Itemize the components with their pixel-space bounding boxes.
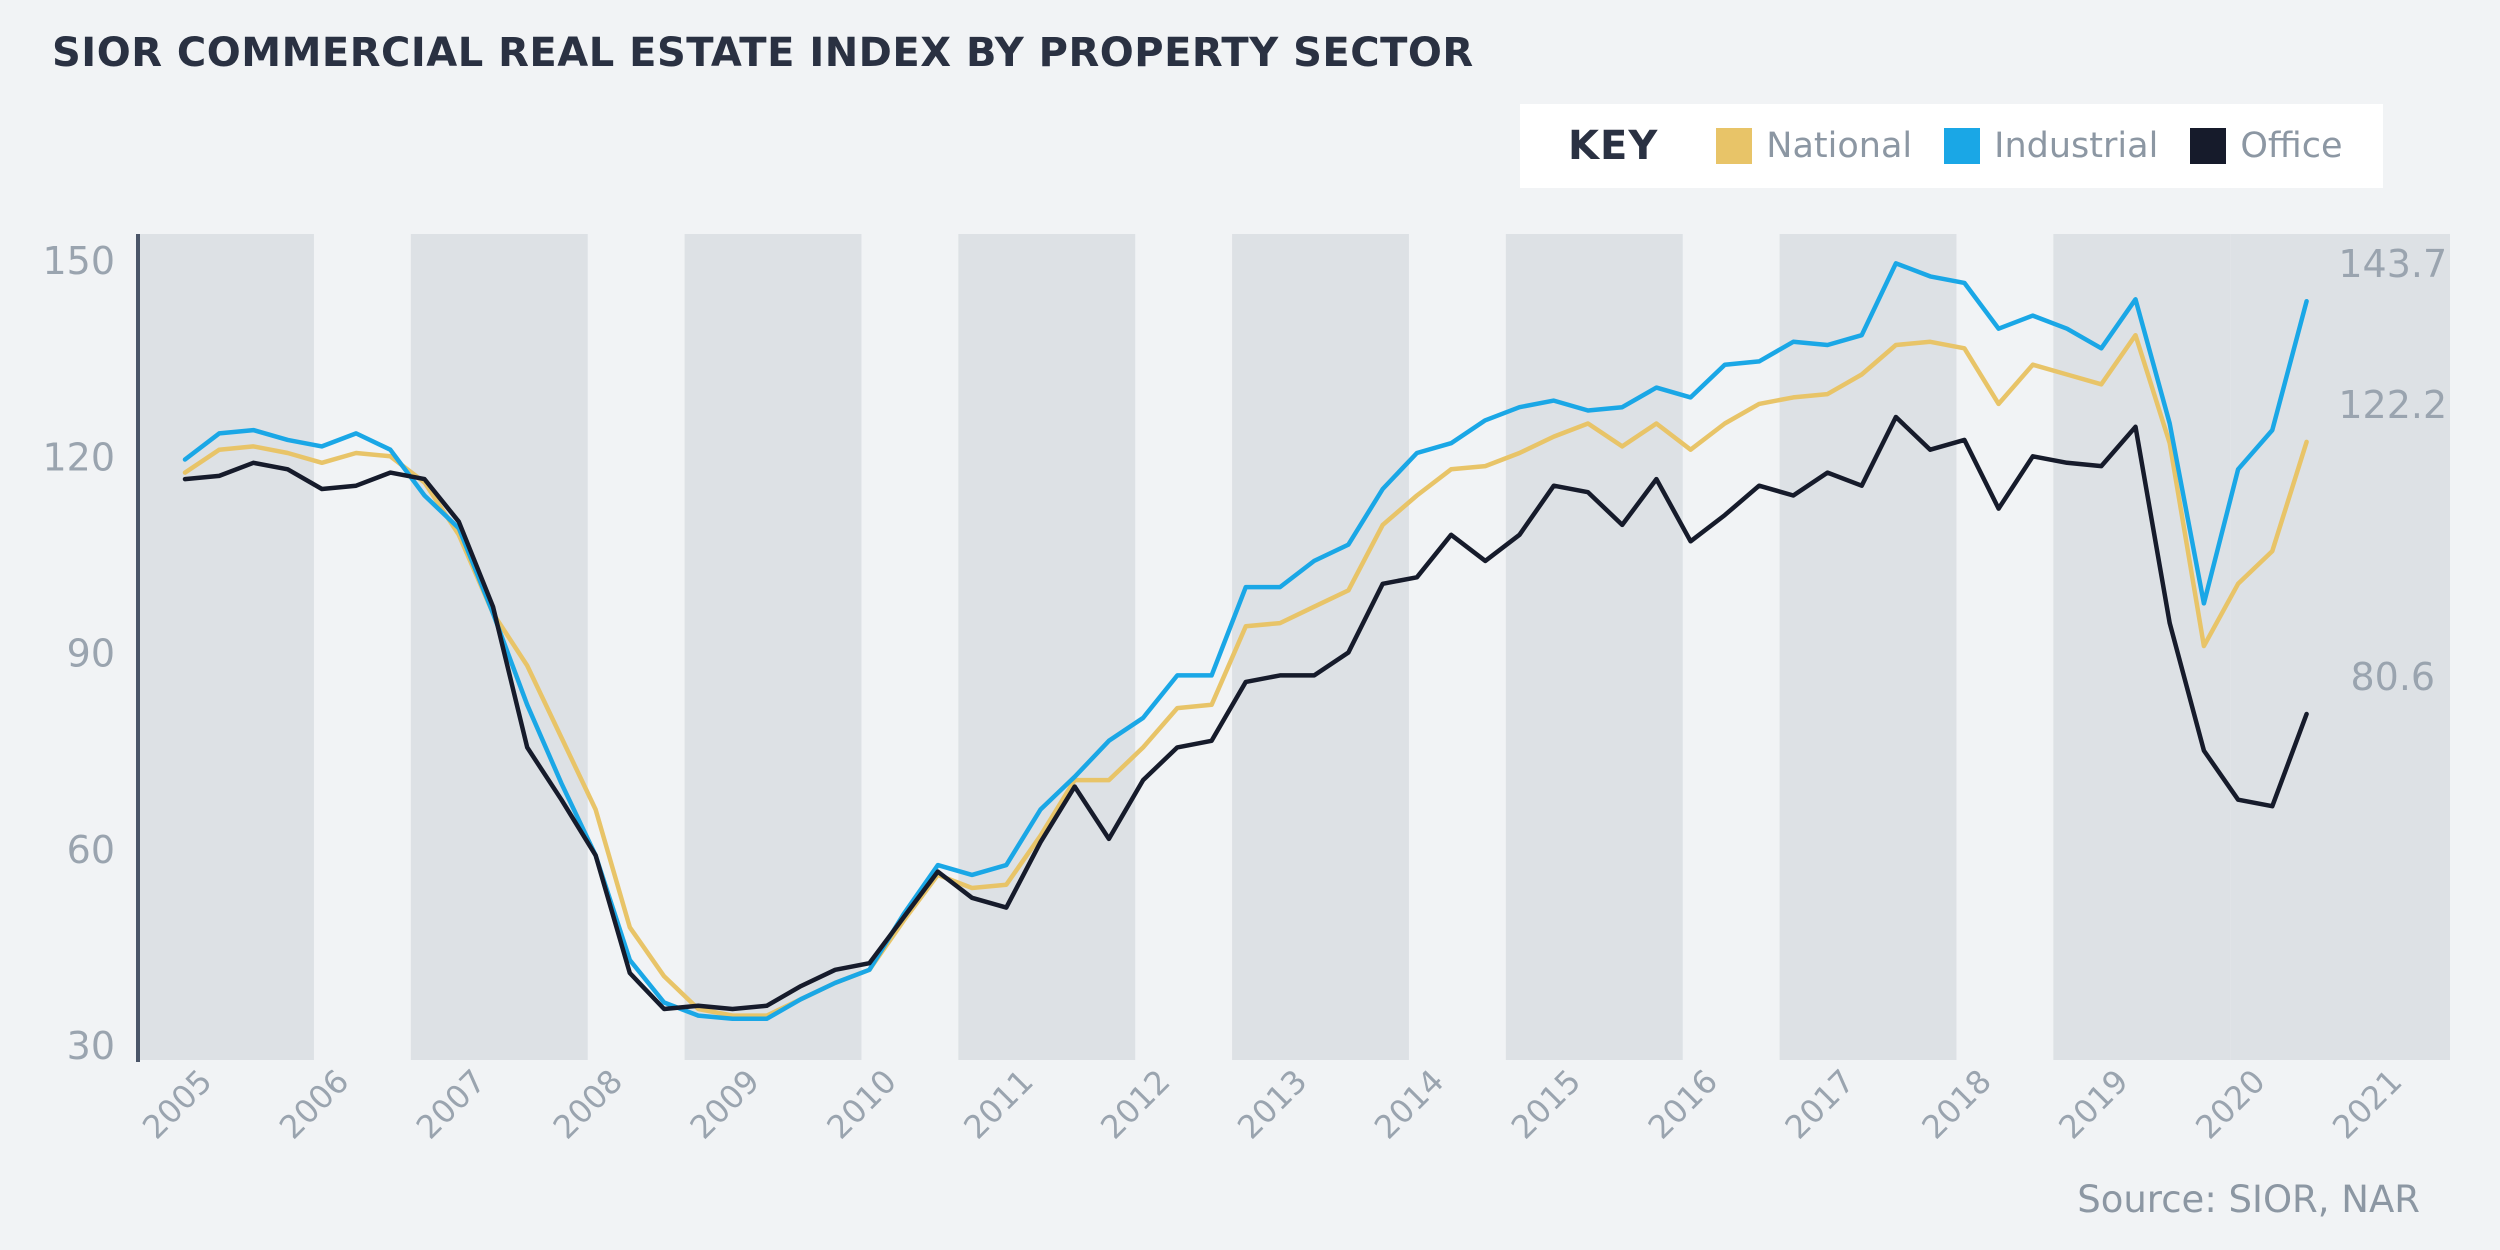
x-tick-label: 2008: [546, 1062, 630, 1146]
y-tick-label: 60: [67, 828, 115, 872]
x-tick-label: 2015: [1504, 1062, 1588, 1146]
series-line-industrial: [182, 261, 2309, 1022]
year-band-2007: [410, 234, 588, 1060]
year-band-2005: [138, 234, 314, 1060]
y-tick-label: 150: [42, 239, 115, 283]
legend-item-office: Office: [2190, 126, 2342, 166]
x-tick-label: 2019: [2051, 1062, 2135, 1146]
x-tick-label: 2013: [1230, 1062, 1314, 1146]
x-tick-label: 2005: [135, 1062, 219, 1146]
source-note: Source: SIOR, NAR: [2077, 1178, 2420, 1221]
legend-swatch-national: [1716, 128, 1753, 164]
year-band-2011: [958, 234, 1136, 1060]
end-label-industrial: 143.7: [2338, 242, 2447, 286]
year-bands: [138, 234, 2450, 1060]
x-tick-label: 2009: [682, 1062, 766, 1146]
x-tick-label: 2012: [1093, 1062, 1177, 1146]
legend-item-industrial: Industrial: [1944, 126, 2158, 166]
legend-swatch-office: [2190, 128, 2227, 164]
year-band-2013: [1232, 234, 1409, 1060]
x-tick-label: 2018: [1914, 1062, 1998, 1146]
year-band-2015: [1505, 234, 1683, 1060]
legend-label-industrial: Industrial: [1994, 126, 2159, 166]
y-tick-label: 30: [67, 1024, 115, 1068]
legend-swatch-industrial: [1944, 128, 1981, 164]
x-tick-label: 2021: [2325, 1062, 2409, 1146]
x-tick-label: 2017: [1777, 1062, 1861, 1146]
year-band-2009: [684, 234, 862, 1060]
y-tick-label: 90: [67, 632, 115, 676]
data-labels: 122.2 143.7 80.6: [2338, 242, 2447, 699]
x-tick-label: 2020: [2188, 1062, 2272, 1146]
legend-label-office: Office: [2240, 126, 2343, 166]
end-label-national: 122.2: [2338, 383, 2447, 427]
series-line-office: [182, 414, 2309, 1012]
legend-label-national: National: [1766, 126, 1913, 166]
legend: KEY National Industrial Office: [1520, 104, 2383, 188]
x-tick-label: 2011: [956, 1062, 1040, 1146]
x-tick-label: 2007: [409, 1062, 493, 1146]
chart-title: SIOR COMMERCIAL REAL ESTATE INDEX BY PRO…: [52, 30, 1474, 76]
series-line-national: [182, 332, 2309, 1018]
legend-item-national: National: [1716, 126, 1912, 166]
year-band-2019: [2053, 234, 2231, 1060]
year-band-2017: [1779, 234, 1957, 1060]
x-tick-label: 2014: [1367, 1062, 1451, 1146]
series-lines: [182, 261, 2309, 1022]
end-label-office: 80.6: [2350, 655, 2435, 699]
legend-key-label: KEY: [1568, 123, 1659, 169]
y-tick-label: 120: [42, 435, 115, 479]
x-tick-label: 2006: [272, 1062, 356, 1146]
year-band-2021: [2230, 234, 2450, 1060]
x-tick-label: 2016: [1641, 1062, 1725, 1146]
x-tick-label: 2010: [819, 1062, 903, 1146]
